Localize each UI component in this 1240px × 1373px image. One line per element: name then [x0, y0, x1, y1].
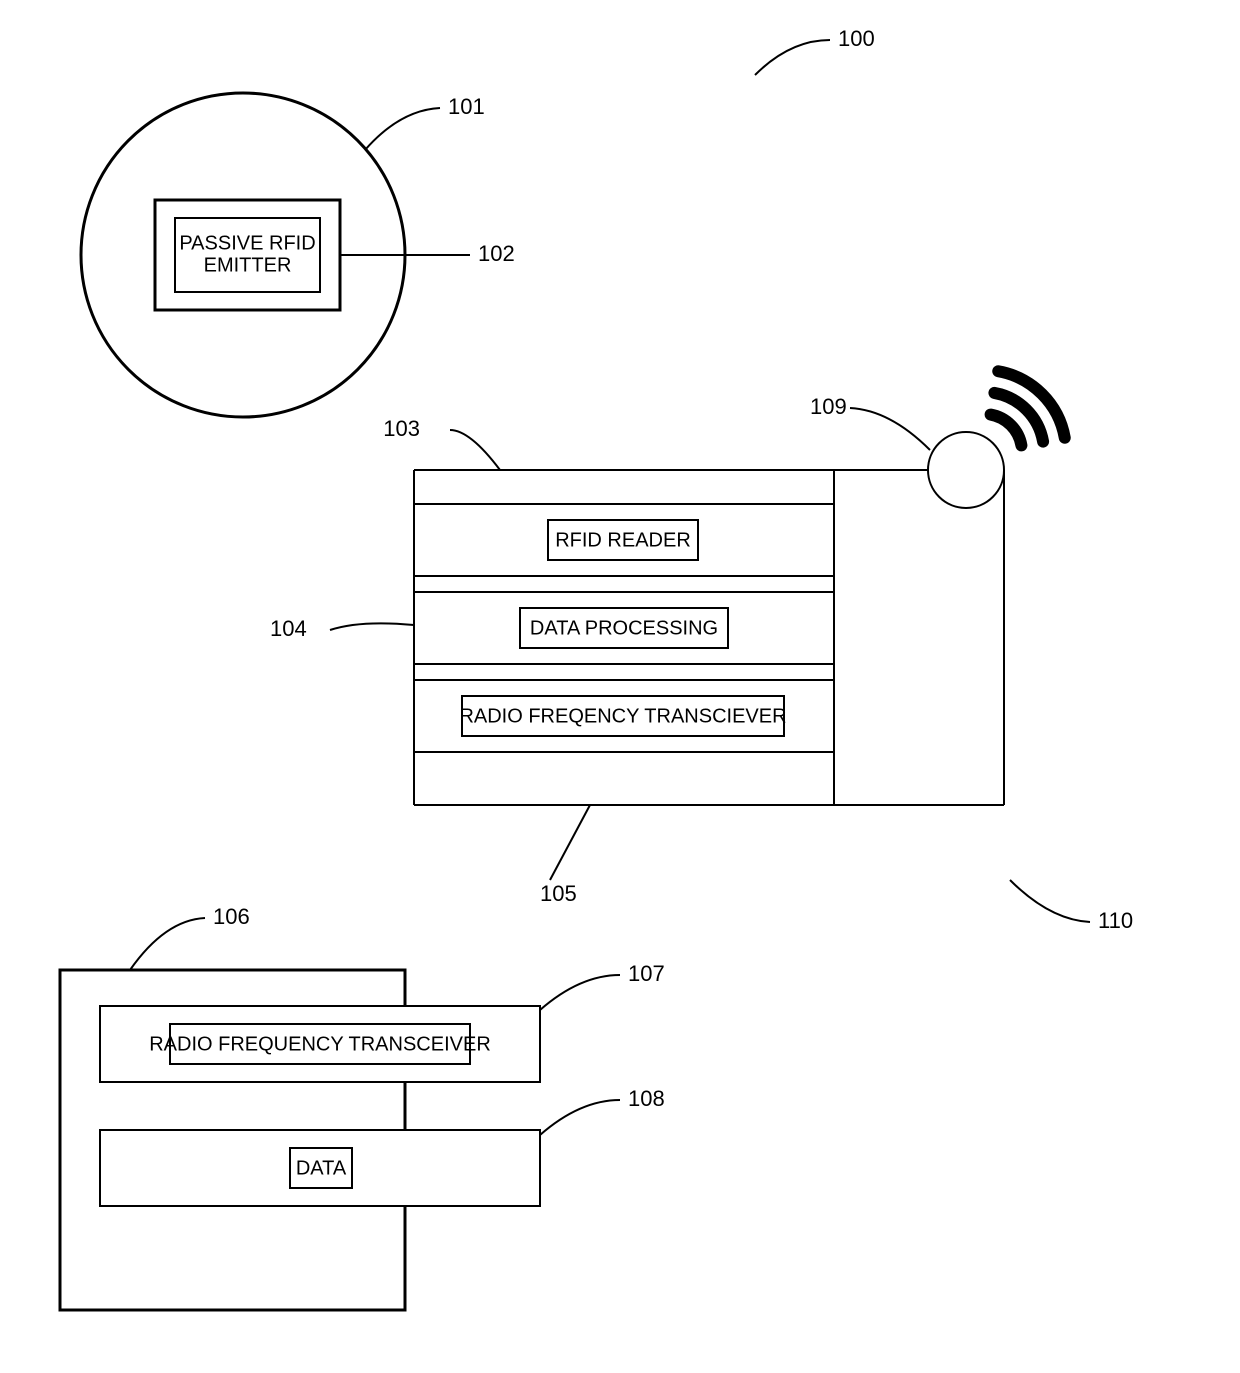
ref-109-leader: [850, 408, 930, 450]
ref-107-leader: [540, 975, 620, 1010]
rf-transceiver-a-label: RADIO FREQENCY TRANSCIEVER: [459, 705, 786, 727]
ref-104-ref: 104: [270, 616, 307, 641]
ref-102-ref: 102: [478, 241, 515, 266]
data-processing-label: DATA PROCESSING: [530, 617, 718, 639]
ref-103-ref: 103: [383, 416, 420, 441]
ref-110-leader: [1010, 880, 1090, 922]
ref-107-ref: 107: [628, 961, 665, 986]
ref-109-ref: 109: [810, 394, 847, 419]
ref-105-ref: 105: [540, 881, 577, 906]
ref-106-leader: [130, 918, 205, 970]
ref-106-ref: 106: [213, 904, 250, 929]
rfid-reader-label: RFID READER: [555, 529, 691, 551]
emitter-label-line1: PASSIVE RFID: [179, 232, 315, 254]
ref-100-leader: [755, 40, 830, 75]
ref-101-ref: 101: [448, 94, 485, 119]
ref-108-ref: 108: [628, 1086, 665, 1111]
data-block-label: DATA: [296, 1157, 347, 1179]
ref-100-ref: 100: [838, 26, 875, 51]
ref-108-leader: [540, 1100, 620, 1135]
ref-101-leader: [365, 108, 440, 150]
antenna-circle: [928, 432, 1004, 508]
ref-110-ref: 110: [1098, 908, 1133, 933]
wifi-arc-0: [991, 415, 1022, 446]
ref-103-leader: [450, 430, 500, 470]
rf-transceiver-b-label: RADIO FREQUENCY TRANSCEIVER: [149, 1033, 491, 1055]
ref-104-leader: [330, 623, 414, 630]
emitter-label-line2: EMITTER: [204, 254, 292, 276]
ref-105-leader: [550, 805, 590, 880]
